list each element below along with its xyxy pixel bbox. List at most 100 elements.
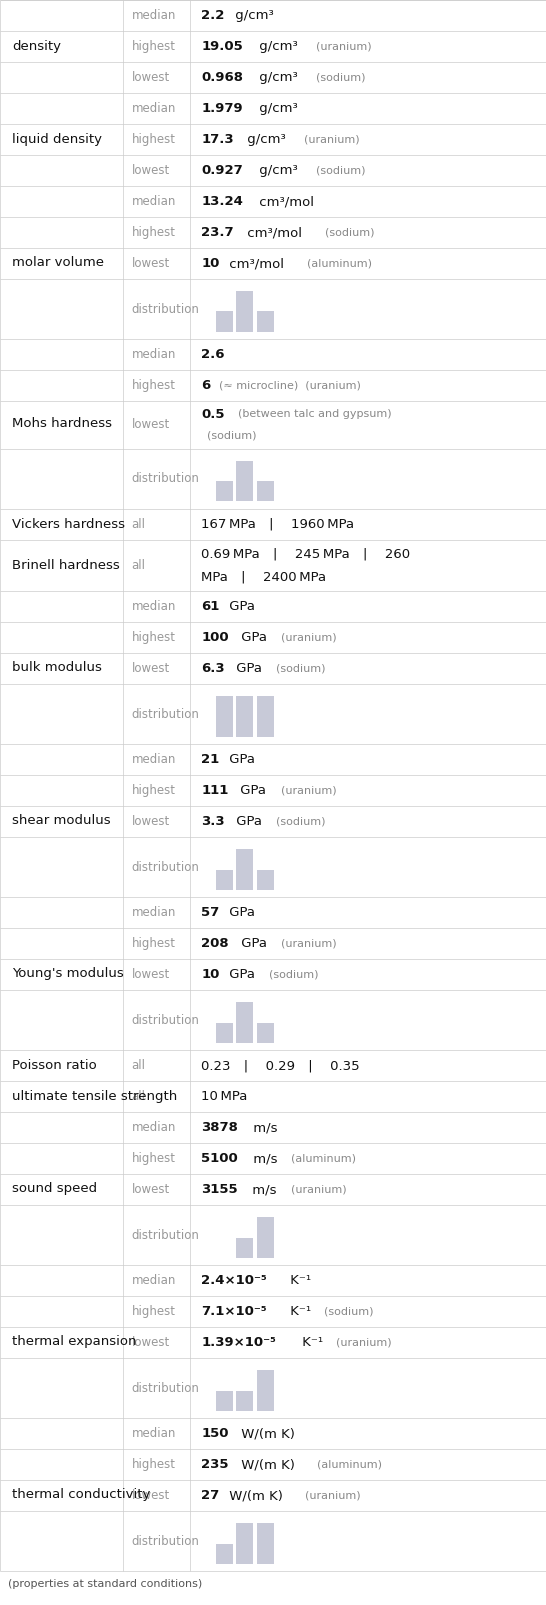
Text: 57: 57 [201, 907, 219, 920]
Bar [216, 311, 233, 332]
Text: g/cm³: g/cm³ [256, 71, 298, 83]
Text: liquid density: liquid density [13, 133, 103, 146]
Text: median: median [132, 1274, 176, 1287]
Text: distribution: distribution [132, 1014, 200, 1027]
Text: (sodium): (sodium) [276, 664, 325, 674]
Text: Poisson ratio: Poisson ratio [13, 1059, 97, 1072]
Text: (≈ microcline)  (uranium): (≈ microcline) (uranium) [218, 380, 360, 390]
Text: all: all [132, 1090, 146, 1103]
Text: shear modulus: shear modulus [13, 814, 111, 827]
Text: cm³/mol: cm³/mol [243, 226, 302, 239]
Text: 1.39×10⁻⁵: 1.39×10⁻⁵ [201, 1337, 276, 1350]
Text: 10: 10 [201, 257, 219, 270]
Text: GPa: GPa [236, 785, 266, 798]
Text: cm³/mol: cm³/mol [225, 257, 284, 270]
Text: all: all [132, 517, 146, 531]
Text: GPa: GPa [237, 631, 267, 644]
Text: lowest: lowest [132, 815, 170, 828]
Bar [257, 1022, 274, 1043]
Text: K⁻¹: K⁻¹ [298, 1337, 323, 1350]
Text: (sodium): (sodium) [324, 1306, 373, 1316]
Text: 0.5: 0.5 [201, 408, 224, 421]
Text: g/cm³: g/cm³ [232, 10, 274, 22]
Text: lowest: lowest [132, 968, 170, 981]
Text: distribution: distribution [132, 708, 200, 721]
Text: g/cm³: g/cm³ [255, 164, 298, 177]
Text: 0.23 |  0.29 |  0.35: 0.23 | 0.29 | 0.35 [201, 1059, 360, 1072]
Text: 100: 100 [201, 631, 229, 644]
Bar [236, 697, 253, 737]
Bar [257, 1217, 274, 1258]
Text: W/(m K): W/(m K) [236, 1459, 294, 1472]
Text: (uranium): (uranium) [316, 42, 371, 51]
Text: 0.69 MPa |  245 MPa |  260: 0.69 MPa | 245 MPa | 260 [201, 547, 410, 560]
Text: 167 MPa |  1960 MPa: 167 MPa | 1960 MPa [201, 517, 354, 531]
Bar [216, 870, 233, 891]
Text: 3.3: 3.3 [201, 815, 225, 828]
Text: highest: highest [132, 226, 176, 239]
Text: thermal expansion: thermal expansion [13, 1335, 137, 1348]
Text: W/(m K): W/(m K) [224, 1489, 282, 1502]
Text: (properties at standard conditions): (properties at standard conditions) [8, 1579, 203, 1589]
Bar [257, 311, 274, 332]
Text: (sodium): (sodium) [269, 969, 319, 979]
Text: highest: highest [132, 1305, 176, 1318]
Bar [216, 482, 233, 501]
Text: Brinell hardness: Brinell hardness [13, 559, 120, 571]
Text: (sodium): (sodium) [276, 817, 325, 827]
Text: g/cm³: g/cm³ [255, 103, 298, 116]
Text: 10 MPa: 10 MPa [201, 1090, 247, 1103]
Text: highest: highest [132, 937, 176, 950]
Text: lowest: lowest [132, 1337, 170, 1350]
Text: 10: 10 [201, 968, 219, 981]
Text: median: median [132, 600, 176, 613]
Text: (sodium): (sodium) [325, 228, 375, 238]
Text: median: median [132, 753, 176, 766]
Text: 27: 27 [201, 1489, 219, 1502]
Text: GPa: GPa [224, 753, 254, 766]
Text: density: density [13, 40, 62, 53]
Bar [257, 1371, 274, 1411]
Text: 2.6: 2.6 [201, 348, 224, 361]
Text: lowest: lowest [132, 1183, 170, 1196]
Bar [236, 461, 253, 501]
Text: 150: 150 [201, 1427, 229, 1440]
Text: 61: 61 [201, 600, 219, 613]
Text: MPa |  2400 MPa: MPa | 2400 MPa [201, 570, 327, 583]
Text: median: median [132, 196, 176, 209]
Text: thermal conductivity: thermal conductivity [13, 1488, 151, 1501]
Text: highest: highest [132, 1152, 176, 1165]
Text: highest: highest [132, 785, 176, 798]
Text: distribution: distribution [132, 303, 200, 316]
Text: GPa: GPa [225, 600, 255, 613]
Text: lowest: lowest [132, 1489, 170, 1502]
Bar [236, 1237, 253, 1258]
Bar [257, 870, 274, 891]
Text: lowest: lowest [132, 71, 170, 83]
Text: median: median [132, 348, 176, 361]
Text: median: median [132, 1427, 176, 1440]
Text: (aluminum): (aluminum) [291, 1154, 356, 1164]
Text: m/s: m/s [248, 1183, 277, 1196]
Text: 3878: 3878 [201, 1122, 238, 1135]
Text: distribution: distribution [132, 472, 200, 485]
Text: m/s: m/s [248, 1122, 277, 1135]
Text: ultimate tensile strength: ultimate tensile strength [13, 1090, 178, 1103]
Text: 19.05: 19.05 [201, 40, 243, 53]
Bar [216, 1390, 233, 1411]
Text: sound speed: sound speed [13, 1183, 98, 1196]
Text: 0.968: 0.968 [201, 71, 243, 83]
Text: 235: 235 [201, 1459, 229, 1472]
Text: lowest: lowest [132, 663, 170, 676]
Text: 7.1×10⁻⁵: 7.1×10⁻⁵ [201, 1305, 267, 1318]
Text: (uranium): (uranium) [336, 1337, 391, 1348]
Bar [236, 291, 253, 332]
Text: median: median [132, 103, 176, 116]
Text: W/(m K): W/(m K) [236, 1427, 294, 1440]
Text: GPa: GPa [237, 937, 267, 950]
Text: highest: highest [132, 1459, 176, 1472]
Text: 2.2: 2.2 [201, 10, 224, 22]
Bar [236, 849, 253, 891]
Text: Young's modulus: Young's modulus [13, 968, 124, 981]
Text: median: median [132, 907, 176, 920]
